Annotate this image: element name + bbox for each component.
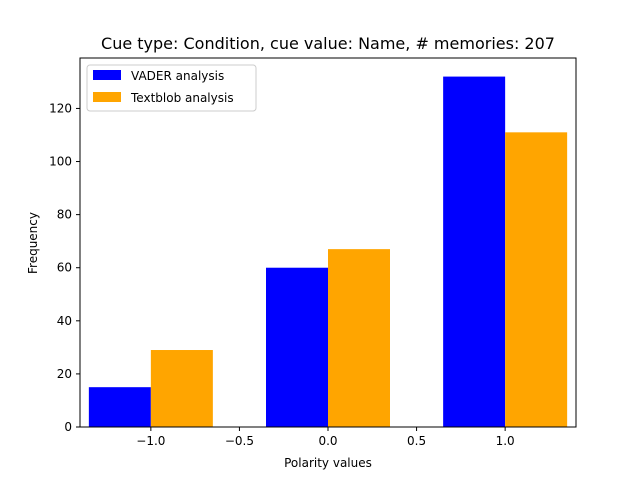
bar-vader-1 bbox=[266, 267, 328, 427]
bar-vader-0 bbox=[88, 387, 151, 427]
legend-label-vader: VADER analysis bbox=[131, 69, 224, 83]
bar-textblob-2 bbox=[505, 132, 568, 427]
legend-swatch-vader bbox=[93, 70, 121, 80]
x-tick-label: −1.0 bbox=[136, 434, 165, 448]
y-tick-label: 80 bbox=[57, 208, 72, 222]
axes-frame bbox=[79, 57, 577, 428]
bar-textblob-1 bbox=[328, 249, 390, 427]
bar-vader-2 bbox=[443, 76, 506, 427]
bars-group bbox=[88, 76, 568, 427]
x-tick-label: −0.5 bbox=[225, 434, 254, 448]
bar-textblob-0 bbox=[150, 350, 213, 427]
x-tick-label: 0.5 bbox=[407, 434, 426, 448]
y-axis-ticks: 0 20 40 60 80 100 120 bbox=[49, 101, 80, 434]
y-tick-label: 0 bbox=[64, 420, 72, 434]
y-axis-label: Frequency bbox=[26, 212, 40, 274]
y-tick-label: 120 bbox=[49, 101, 72, 115]
x-axis-label: Polarity values bbox=[284, 456, 372, 470]
chart-title: Cue type: Condition, cue value: Name, # … bbox=[101, 34, 555, 53]
y-tick-label: 20 bbox=[57, 367, 72, 381]
legend-swatch-textblob bbox=[93, 92, 121, 102]
legend-label-textblob: Textblob analysis bbox=[130, 91, 234, 105]
x-tick-label: 1.0 bbox=[496, 434, 515, 448]
y-tick-label: 60 bbox=[57, 261, 72, 275]
y-tick-label: 40 bbox=[57, 314, 72, 328]
x-tick-label: 0.0 bbox=[318, 434, 337, 448]
y-tick-label: 100 bbox=[49, 155, 72, 169]
legend: VADER analysis Textblob analysis bbox=[86, 64, 257, 112]
x-axis-ticks: −1.0 −0.5 0.0 0.5 1.0 bbox=[136, 427, 515, 448]
legend-box bbox=[86, 64, 257, 112]
